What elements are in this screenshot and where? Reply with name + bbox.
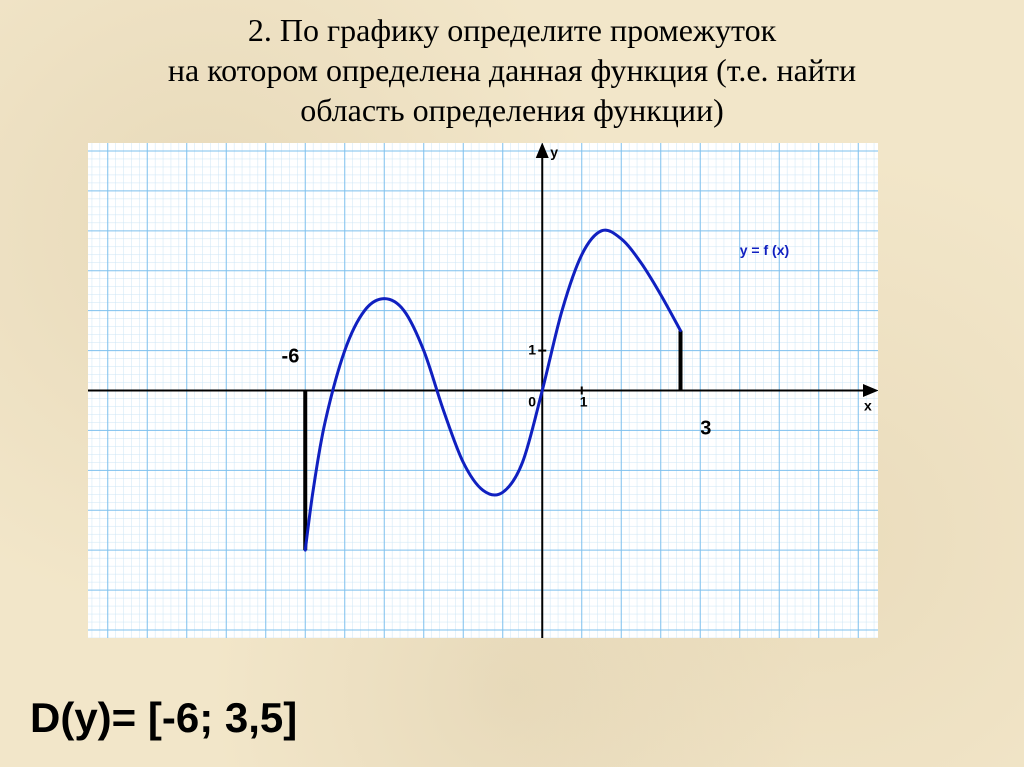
chart-area: y x 0 1 1 y = f (x) -6 3	[88, 143, 878, 638]
svg-text:y: y	[550, 144, 558, 160]
title-line-3: область определения функции)	[300, 92, 724, 128]
svg-text:x: x	[864, 398, 872, 414]
answer-text: D(y)= [-6; 3,5]	[30, 694, 297, 742]
title-line-1: 2. По графику определите промежуток	[248, 12, 776, 48]
svg-text:-6: -6	[282, 346, 300, 368]
svg-text:y = f (x): y = f (x)	[740, 242, 789, 258]
question-title: 2. По графику определите промежуток на к…	[0, 0, 1024, 135]
svg-text:1: 1	[580, 394, 588, 410]
title-line-2: на котором определена данная функция (т.…	[168, 52, 856, 88]
svg-text:1: 1	[528, 342, 536, 358]
svg-text:3: 3	[700, 417, 711, 439]
svg-text:0: 0	[528, 394, 536, 410]
chart-svg: y x 0 1 1 y = f (x) -6 3	[88, 143, 878, 638]
